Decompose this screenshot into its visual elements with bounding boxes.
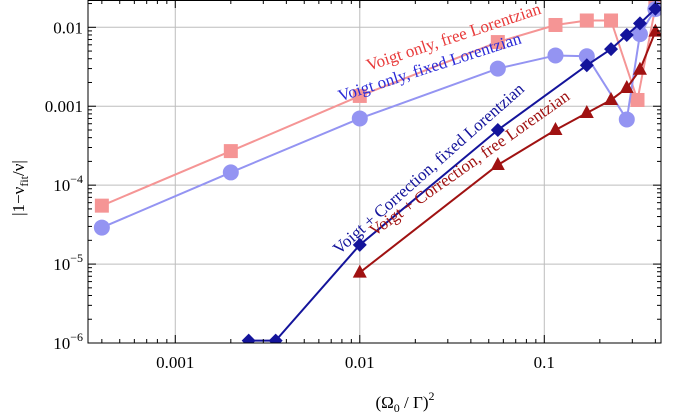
data-point	[548, 121, 563, 135]
data-point	[352, 237, 367, 252]
data-point	[352, 88, 367, 103]
data-point	[632, 16, 647, 31]
data-point	[547, 47, 564, 64]
x-axis-label: (Ω0 / Γ)2	[375, 389, 434, 415]
data-point	[648, 23, 661, 37]
data-point	[604, 13, 619, 28]
series-voigt-correction-fixed-lorentzian	[241, 1, 661, 343]
data-point	[579, 58, 594, 73]
data-point	[352, 264, 367, 278]
plot-frame	[87, 0, 662, 344]
data-point	[579, 105, 594, 119]
data-point	[604, 42, 619, 57]
data-point	[604, 91, 619, 105]
grid	[88, 0, 661, 344]
y-tick-label: 0.001	[45, 97, 83, 116]
data-point	[222, 164, 239, 181]
data-point	[630, 92, 645, 107]
y-axis-label: |1−νfit/ν|	[9, 160, 31, 216]
series-voigt-only-fixed-lorentzian	[93, 1, 661, 236]
data-point	[618, 111, 635, 128]
ticks: 0.001 0.01 0.1 0.01 0.001 10−4 10−5 10−6	[45, 0, 661, 372]
y-tick-label: 0.01	[53, 18, 83, 37]
data-point	[490, 122, 505, 137]
data-point	[93, 219, 110, 236]
series-annotation: Voigt + Correction, free Lorentzian	[366, 86, 574, 240]
data-point	[619, 27, 634, 42]
series-voigt-correction-free-lorentzian	[352, 23, 661, 278]
series-layer	[93, 0, 661, 343]
x-tick-label: 0.1	[534, 353, 555, 372]
data-point	[578, 48, 595, 65]
data-point	[94, 198, 109, 213]
data-point	[241, 333, 256, 343]
data-point	[490, 157, 505, 171]
data-point	[631, 26, 648, 43]
data-point	[268, 333, 283, 343]
y-tick-label: 10−6	[53, 330, 83, 353]
data-point	[632, 61, 647, 75]
series-line	[101, 8, 657, 229]
data-point	[579, 13, 594, 28]
y-tick-label: 10−4	[53, 172, 83, 195]
x-tick-label: 0.001	[156, 353, 194, 372]
data-point	[490, 35, 505, 50]
data-point	[351, 110, 368, 127]
data-point	[648, 1, 661, 16]
data-point	[223, 144, 238, 159]
data-point	[548, 17, 563, 32]
data-point	[489, 60, 506, 77]
y-tick-label: 10−5	[53, 251, 83, 274]
data-point	[619, 80, 634, 94]
x-tick-label: 0.01	[345, 353, 375, 372]
